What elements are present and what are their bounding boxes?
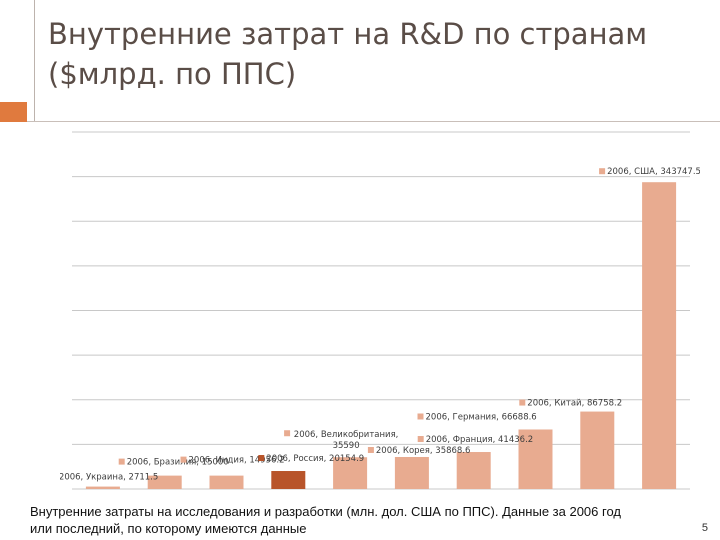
slide-title: Внутренние затрат на R&D по странам ($мл… bbox=[48, 17, 648, 91]
bar-Франция bbox=[456, 452, 491, 489]
data-label-Россия: 2006, Россия, 20154.9 bbox=[258, 454, 364, 464]
bar-США bbox=[642, 182, 677, 489]
chart-canvas: 2006, Украина, 2711.5 2006, Бразилия, 150… bbox=[60, 131, 700, 490]
accent-block bbox=[0, 102, 27, 122]
bar-Германия bbox=[518, 429, 553, 489]
data-label-Украина: 2006, Украина, 2711.5 bbox=[60, 473, 158, 483]
bar-Украина bbox=[85, 486, 120, 489]
data-label-text: 2006, Германия, 66688.6 bbox=[426, 412, 537, 422]
bars bbox=[85, 182, 677, 489]
data-label-Китай: 2006, Китай, 86758.2 bbox=[519, 399, 622, 409]
bar-Индия bbox=[209, 475, 244, 489]
data-label-text: 2006, Россия, 20154.9 bbox=[266, 454, 364, 464]
title-divider-vertical bbox=[34, 0, 35, 122]
page-number: 5 bbox=[701, 522, 708, 534]
bar-Корея bbox=[394, 456, 429, 489]
data-label-США: 2006, США, 343747.5 bbox=[599, 167, 700, 177]
data-label-Корея: 2006, Корея, 35868.6 bbox=[367, 446, 471, 456]
bar-Россия bbox=[271, 471, 306, 489]
bar-Великобритания bbox=[333, 457, 368, 489]
grid-lines bbox=[72, 131, 690, 490]
data-label-Индия: 2006, Индия, 14956.2 bbox=[180, 456, 285, 466]
data-label-text: 2006, Украина, 2711.5 bbox=[60, 473, 158, 483]
data-label-text: 2006, США, 343747.5 bbox=[607, 167, 700, 177]
data-label-Германия: 2006, Германия, 66688.6 bbox=[417, 412, 537, 422]
bar-Китай bbox=[580, 411, 615, 489]
data-label-text: 2006, Индия, 14956.2 bbox=[189, 456, 285, 466]
data-label-Франция: 2006, Франция, 41436.2 bbox=[417, 435, 534, 445]
data-label-text: 2006, Франция, 41436.2 bbox=[426, 435, 534, 445]
data-label-text: 2006, Корея, 35868.6 bbox=[376, 446, 471, 456]
bar-Бразилия bbox=[147, 475, 182, 489]
title-divider-horizontal bbox=[27, 121, 720, 122]
data-labels: 2006, Украина, 2711.5 2006, Бразилия, 150… bbox=[60, 167, 700, 482]
chart-caption: Внутренние затраты на исследования и раз… bbox=[30, 504, 621, 536]
data-label-Бразилия: 2006, Бразилия, 15000 bbox=[118, 458, 229, 468]
data-label-text: 2006, Китай, 86758.2 bbox=[527, 399, 622, 409]
data-label-text: 2006, Великобритания, 35590 bbox=[294, 430, 399, 451]
rd-spending-chart: 2006, Украина, 2711.5 2006, Бразилия, 150… bbox=[60, 124, 700, 494]
data-label-text: 2006, Бразилия, 15000 bbox=[127, 458, 229, 468]
data-label-Великобритания: 2006, Великобритания, 35590 bbox=[284, 430, 398, 451]
